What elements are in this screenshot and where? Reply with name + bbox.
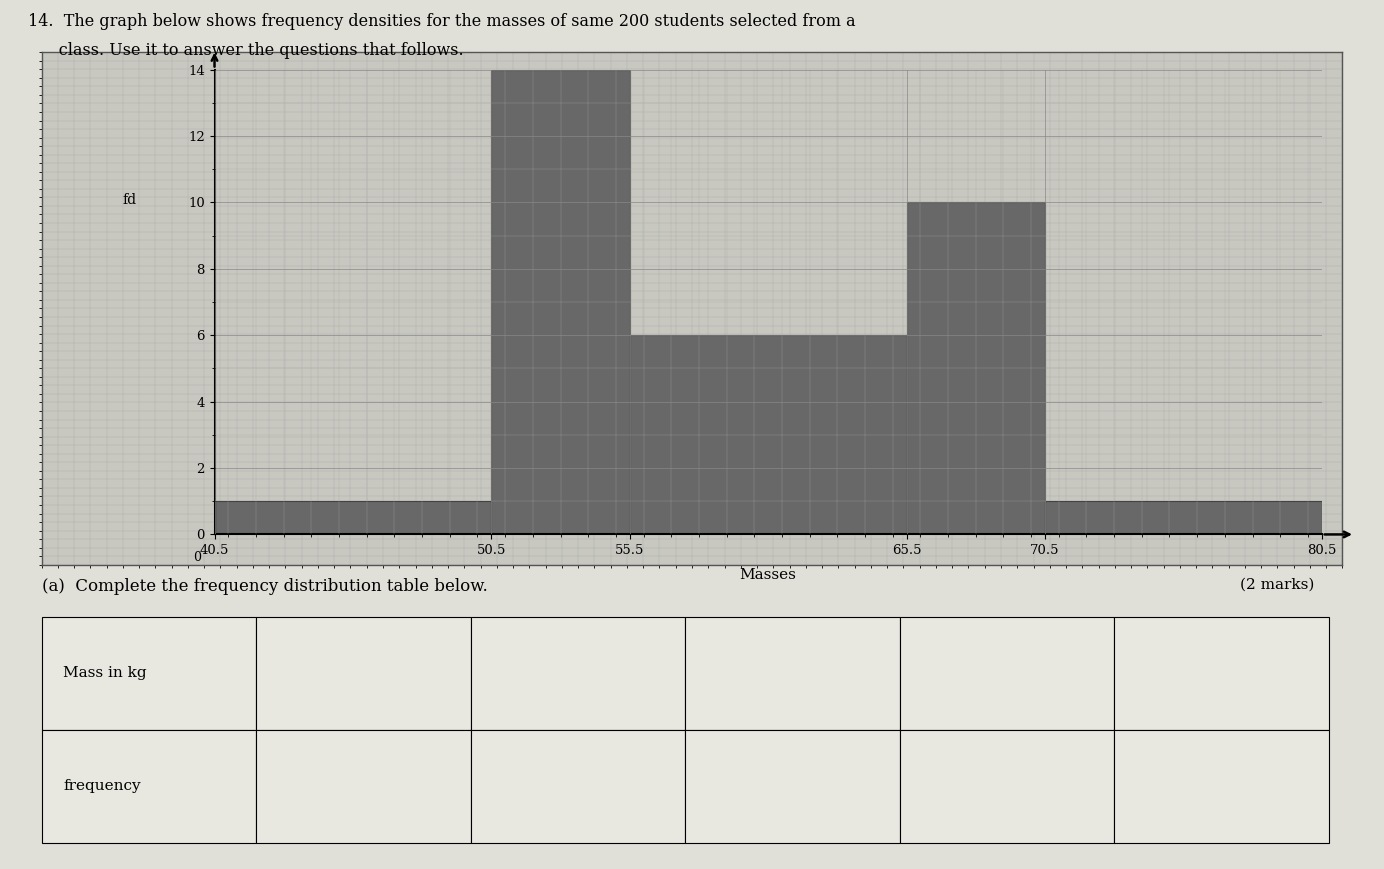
Bar (630, 335, 907, 534)
Text: fd: fd (123, 193, 137, 207)
Bar (491, 70, 630, 534)
Text: 14.  The graph below shows frequency densities for the masses of same 200 studen: 14. The graph below shows frequency dens… (28, 13, 855, 30)
Bar (1045, 501, 1322, 534)
Bar (215, 501, 491, 534)
Text: 0: 0 (192, 551, 201, 564)
Text: (a)  Complete the frequency distribution table below.: (a) Complete the frequency distribution … (42, 578, 487, 595)
Bar (907, 202, 1045, 534)
Text: (2 marks): (2 marks) (1240, 578, 1315, 592)
Text: class. Use it to answer the questions that follows.: class. Use it to answer the questions th… (28, 42, 464, 59)
X-axis label: Masses: Masses (739, 568, 797, 582)
